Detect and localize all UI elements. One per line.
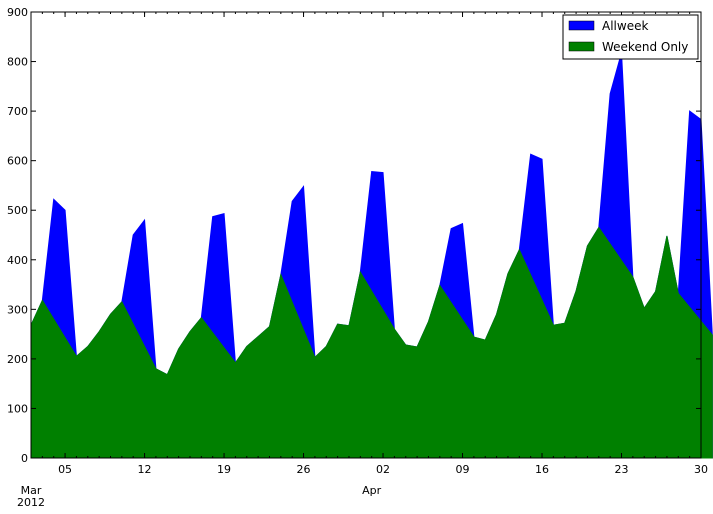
y-tick-label: 900 [7, 6, 28, 19]
series-layer [30, 52, 713, 459]
x-year-label: 2012 [17, 496, 45, 509]
legend-label-weekend-only: Weekend Only [602, 40, 688, 54]
legend-swatch-weekend-only [568, 41, 595, 52]
x-tick-label: 05 [58, 463, 72, 476]
x-tick-label: 09 [456, 463, 470, 476]
legend: Allweek Weekend Only [562, 14, 699, 60]
y-tick-label: 300 [7, 303, 28, 316]
x-tick-label: 30 [694, 463, 708, 476]
y-tick-label: 400 [7, 254, 28, 267]
y-tick-label: 800 [7, 56, 28, 69]
x-month-label: Mar [21, 484, 42, 497]
x-tick-label: 23 [615, 463, 629, 476]
x-tick-label: 19 [217, 463, 231, 476]
x-tick-label: 02 [376, 463, 390, 476]
x-tick-label: 26 [297, 463, 311, 476]
y-tick-label: 200 [7, 353, 28, 366]
x-tick-label: 12 [138, 463, 152, 476]
y-tick-label: 700 [7, 105, 28, 118]
x-month-label: Apr [362, 484, 382, 497]
x-tick-label: 16 [535, 463, 549, 476]
axes: 0 100 200 300 400 500 600 700 800 900 05 12 19 26 02 09… [7, 6, 708, 509]
y-tick-label: 600 [7, 155, 28, 168]
series-area-weekend-only [30, 226, 713, 459]
legend-swatch-allweek [568, 20, 595, 31]
legend-label-allweek: Allweek [602, 19, 648, 33]
y-tick-label: 100 [7, 402, 28, 415]
y-tick-label: 500 [7, 204, 28, 217]
y-tick-label: 0 [21, 452, 28, 465]
plot-frame [30, 11, 702, 459]
